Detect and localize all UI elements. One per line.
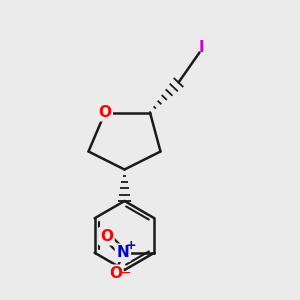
Text: O: O [100,229,113,244]
Text: I: I [198,40,204,56]
Text: O: O [98,105,112,120]
Text: +: + [126,239,136,252]
Text: N: N [116,245,129,260]
Text: −: − [119,266,131,280]
Text: O: O [109,266,122,281]
